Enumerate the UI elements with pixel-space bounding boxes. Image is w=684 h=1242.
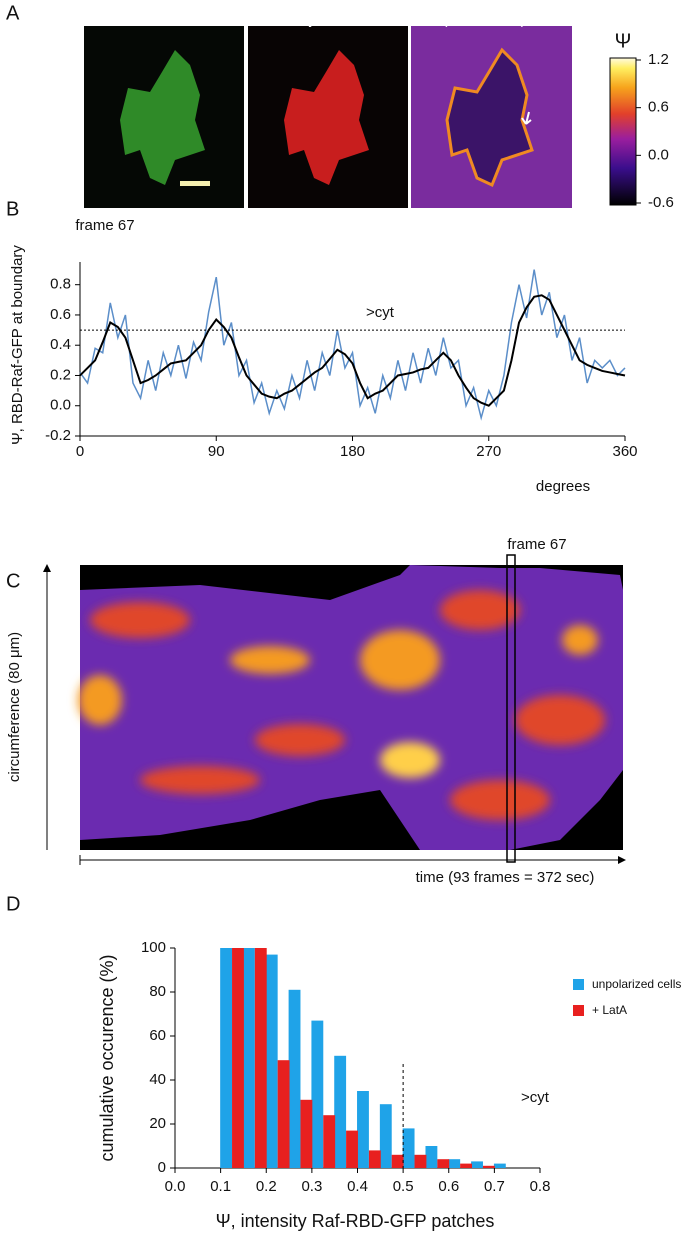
panel-label: C bbox=[6, 570, 20, 592]
bar bbox=[460, 1163, 473, 1168]
bar bbox=[265, 954, 278, 1168]
bar bbox=[288, 989, 301, 1168]
x-tick-label: 0.1 bbox=[210, 1178, 231, 1195]
axis-label: circumference (80 μm) bbox=[6, 632, 23, 782]
bar bbox=[277, 1060, 290, 1168]
y-axis-label: cumulative occurence (%) bbox=[97, 954, 117, 1161]
bar bbox=[334, 1055, 347, 1168]
x-tick-label: 0.5 bbox=[393, 1178, 414, 1195]
micrograph bbox=[411, 26, 572, 208]
bar bbox=[323, 1115, 336, 1168]
x-tick-label: 0 bbox=[76, 443, 84, 460]
panel-label: A bbox=[6, 2, 20, 24]
y-tick-label: 0.0 bbox=[50, 397, 71, 414]
kymograph bbox=[78, 554, 623, 863]
bar bbox=[357, 1091, 369, 1168]
y-tick-label: 0.6 bbox=[50, 306, 71, 323]
x-tick-label: 90 bbox=[208, 443, 225, 460]
micrograph bbox=[84, 26, 244, 208]
bar bbox=[402, 1128, 415, 1168]
x-tick-label: 0.8 bbox=[530, 1178, 551, 1195]
bar bbox=[425, 1146, 438, 1168]
y-tick-label: 60 bbox=[149, 1027, 166, 1044]
micrograph bbox=[248, 26, 408, 208]
y-tick-label: 0.2 bbox=[50, 366, 71, 383]
axis-label: time (93 frames = 372 sec) bbox=[416, 869, 595, 886]
frame-label: frame 67 bbox=[507, 536, 566, 553]
bar bbox=[311, 1020, 324, 1168]
y-axis-label: Ψ, RBD-Raf-GFP at boundary bbox=[9, 245, 26, 445]
subtitle: frame 67 bbox=[75, 217, 134, 234]
bar bbox=[242, 948, 255, 1168]
x-axis-label: Ψ, intensity Raf-RBD-GFP patches bbox=[216, 1211, 495, 1231]
x-axis-label: degrees bbox=[536, 478, 590, 495]
y-tick-label: 20 bbox=[149, 1115, 166, 1132]
image-label: Ψ=(GFP-cRFP)/GFP bbox=[421, 11, 561, 28]
bar bbox=[232, 948, 244, 1168]
y-tick-label: 0.8 bbox=[50, 276, 71, 293]
x-tick-label: 180 bbox=[340, 443, 365, 460]
x-tick-label: 360 bbox=[612, 443, 637, 460]
x-tick-label: 270 bbox=[476, 443, 501, 460]
legend-swatch bbox=[573, 979, 584, 990]
x-tick-label: 0.0 bbox=[165, 1178, 186, 1195]
image-label: RBD-Raf-GFP bbox=[116, 11, 212, 28]
image-label: cyt-RFP bbox=[301, 11, 355, 28]
colorbar-tick-label: -0.6 bbox=[648, 194, 674, 211]
bar bbox=[346, 1130, 358, 1168]
x-tick-label: 0.4 bbox=[347, 1178, 368, 1195]
y-tick-label: 80 bbox=[149, 983, 166, 1000]
x-tick-label: 0.7 bbox=[484, 1178, 505, 1195]
line bbox=[79, 269, 626, 421]
bar bbox=[368, 1150, 381, 1168]
y-tick-label: 0 bbox=[158, 1159, 166, 1176]
y-tick-label: 100 bbox=[141, 939, 166, 956]
colorbar-tick-label: 0.6 bbox=[648, 99, 669, 116]
x-tick-label: 0.6 bbox=[438, 1178, 459, 1195]
colorbar-title: Ψ bbox=[615, 30, 632, 52]
y-tick-label: -0.2 bbox=[45, 427, 71, 444]
bar bbox=[391, 1154, 404, 1168]
bar bbox=[254, 948, 267, 1168]
x-tick-label: 0.2 bbox=[256, 1178, 277, 1195]
annotation: >cyt bbox=[366, 304, 395, 321]
annotation: >cyt bbox=[521, 1089, 550, 1106]
colorbar-tick-label: 1.2 bbox=[648, 51, 669, 68]
bar bbox=[220, 948, 233, 1168]
x-tick-label: 0.3 bbox=[301, 1178, 322, 1195]
y-tick-label: 0.4 bbox=[50, 336, 71, 353]
legend-label: unpolarized cells bbox=[592, 977, 681, 991]
bar bbox=[437, 1159, 450, 1168]
legend-swatch bbox=[573, 1005, 584, 1016]
line bbox=[79, 294, 626, 407]
bar bbox=[379, 1104, 392, 1168]
bar bbox=[414, 1154, 427, 1168]
bar bbox=[448, 1159, 461, 1168]
colorbar-tick-label: 0.0 bbox=[648, 146, 669, 163]
y-tick-label: 40 bbox=[149, 1071, 166, 1088]
panel-label: B bbox=[6, 198, 19, 220]
colorbar bbox=[609, 57, 637, 206]
panel-label: D bbox=[6, 893, 20, 915]
legend-label: + LatA bbox=[592, 1003, 627, 1017]
bar bbox=[300, 1099, 313, 1168]
bar bbox=[493, 1163, 506, 1168]
bar bbox=[471, 1161, 483, 1168]
bar bbox=[482, 1165, 495, 1168]
